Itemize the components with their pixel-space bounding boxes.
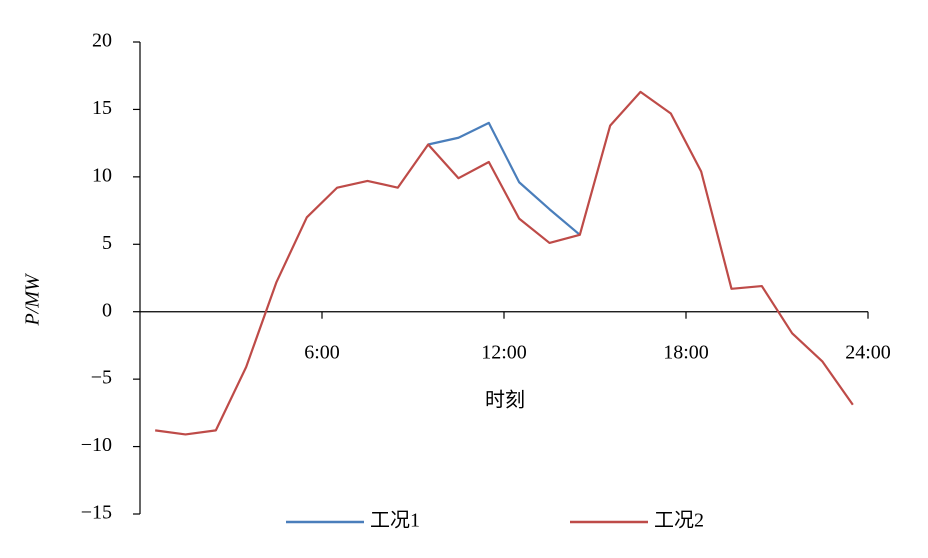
y-tick-label: −10: [81, 434, 112, 456]
legend-label: 工况1: [370, 510, 420, 532]
y-tick-label: 10: [92, 164, 112, 186]
y-axis-label: P/MW: [22, 272, 44, 326]
y-tick-label: 20: [92, 30, 112, 52]
series-line: [427, 121, 581, 236]
y-tick-label: −15: [81, 502, 112, 524]
y-tick-label: 15: [92, 97, 112, 119]
legend-label: 工况2: [654, 510, 704, 532]
y-tick-label: 0: [102, 299, 112, 321]
x-tick-label: 12:00: [481, 341, 527, 363]
x-axis-label: 时刻: [485, 389, 525, 412]
x-tick-label: 6:00: [304, 341, 340, 363]
y-tick-label: −5: [91, 367, 112, 389]
series-line: [155, 90, 854, 436]
x-tick-label: 18:00: [663, 341, 709, 363]
x-tick-label: 24:00: [845, 341, 891, 363]
y-tick-label: 5: [102, 232, 112, 254]
